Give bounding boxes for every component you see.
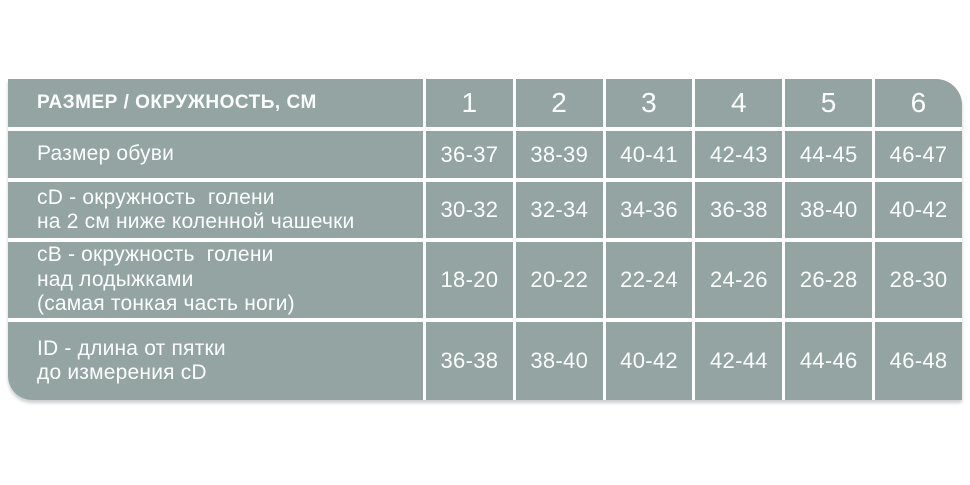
value-cell: 44-46	[785, 322, 873, 400]
header-size-cell: 3	[605, 79, 693, 127]
row-label: cB - окружность голени над лодыжками (са…	[8, 242, 423, 318]
value-cell: 40-41	[605, 131, 693, 178]
header-size-cell: 6	[875, 79, 962, 127]
table-row: Размер обуви 36-37 38-39 40-41 42-43 44-45 46-…	[8, 131, 962, 178]
value-cell: 28-30	[875, 242, 962, 318]
value-cell: 36-38	[426, 322, 513, 400]
value-cell: 30-32	[426, 182, 513, 238]
value-cell: 38-39	[515, 131, 603, 178]
value-cell: 32-34	[515, 182, 603, 238]
header-title: РАЗМЕР / ОКРУЖНОСТЬ, СМ	[8, 79, 423, 127]
header-size-cell: 2	[515, 79, 603, 127]
value-cell: 40-42	[605, 322, 693, 400]
value-cell: 42-44	[695, 322, 783, 400]
table-row: cD - окружность голени на 2 см ниже коле…	[8, 182, 962, 238]
value-cell: 46-48	[875, 322, 962, 400]
value-cell: 18-20	[426, 242, 513, 318]
value-cell: 36-38	[695, 182, 783, 238]
table-row: ID - длина от пятки до измерения cD 36-38…	[8, 322, 962, 400]
header-size-cell: 1	[426, 79, 513, 127]
row-label: Размер обуви	[8, 131, 423, 178]
value-cell: 34-36	[605, 182, 693, 238]
value-cell: 36-37	[426, 131, 513, 178]
value-cell: 40-42	[875, 182, 962, 238]
value-cell: 38-40	[785, 182, 873, 238]
value-cell: 20-22	[515, 242, 603, 318]
value-cell: 38-40	[515, 322, 603, 400]
row-label: ID - длина от пятки до измерения cD	[8, 322, 423, 400]
value-cell: 42-43	[695, 131, 783, 178]
value-cell: 26-28	[785, 242, 873, 318]
value-cell: 22-24	[605, 242, 693, 318]
row-label: cD - окружность голени на 2 см ниже коле…	[8, 182, 423, 238]
header-size-cell: 4	[695, 79, 783, 127]
table-row: cB - окружность голени над лодыжками (са…	[8, 242, 962, 318]
value-cell: 24-26	[695, 242, 783, 318]
value-cell: 44-45	[785, 131, 873, 178]
value-cell: 46-47	[875, 131, 962, 178]
header-size-cell: 5	[785, 79, 873, 127]
